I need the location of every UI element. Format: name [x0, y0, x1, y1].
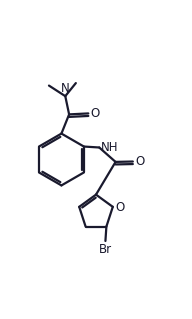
Text: O: O	[116, 201, 125, 214]
Text: O: O	[91, 107, 100, 120]
Text: Br: Br	[99, 242, 112, 256]
Text: NH: NH	[101, 141, 118, 154]
Text: N: N	[61, 82, 70, 95]
Text: O: O	[135, 155, 145, 168]
